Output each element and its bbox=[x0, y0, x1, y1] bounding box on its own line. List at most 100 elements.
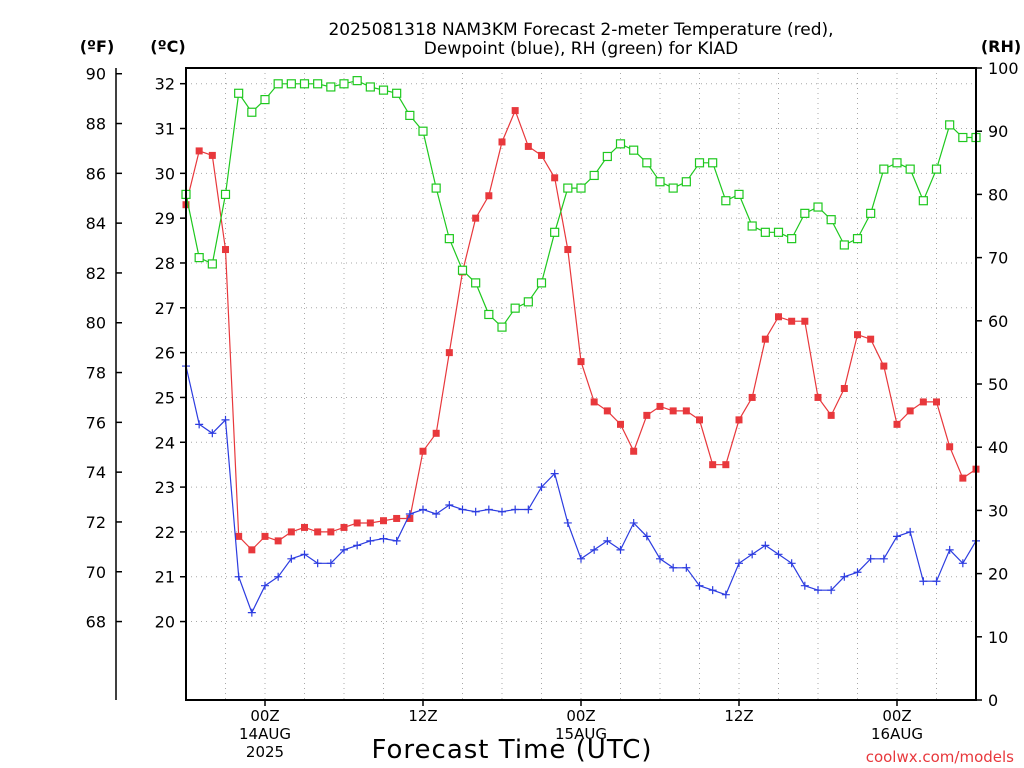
celsius-tick-label: 23 bbox=[155, 478, 175, 497]
rh-marker bbox=[905, 164, 915, 174]
rh-tick-label: 100 bbox=[988, 59, 1019, 78]
dewpoint-marker bbox=[800, 581, 809, 590]
fahrenheit-tick-label: 84 bbox=[86, 214, 106, 233]
credit-text: coolwx.com/models bbox=[866, 748, 1014, 766]
temperature-marker bbox=[748, 393, 756, 401]
temperature-marker bbox=[761, 335, 769, 343]
temperature-marker bbox=[498, 138, 506, 146]
temperature-marker bbox=[380, 517, 387, 525]
dewpoint-marker bbox=[695, 581, 704, 590]
rh-unit-label: (RH) bbox=[981, 37, 1021, 56]
rh-marker bbox=[313, 79, 323, 89]
temperature-marker bbox=[827, 411, 835, 419]
celsius-unit-label: (ºC) bbox=[150, 37, 185, 56]
temperature-marker bbox=[854, 331, 861, 339]
rh-marker bbox=[247, 107, 257, 117]
dewpoint-marker bbox=[498, 507, 506, 516]
rh-marker bbox=[892, 158, 902, 168]
temperature-marker bbox=[195, 147, 203, 155]
rh-marker bbox=[194, 253, 204, 263]
dewpoint-marker bbox=[708, 586, 717, 595]
celsius-tick-label: 32 bbox=[155, 75, 175, 94]
rh-marker bbox=[681, 177, 691, 187]
rh-marker bbox=[602, 151, 612, 162]
temperature-marker bbox=[643, 411, 651, 419]
time-tick-label: 2025 bbox=[246, 743, 284, 761]
rh-tick-label: 90 bbox=[988, 122, 1008, 141]
dewpoint-marker bbox=[629, 518, 638, 527]
dewpoint-marker bbox=[656, 554, 664, 563]
rh-marker bbox=[839, 240, 849, 250]
temperature-marker bbox=[919, 398, 927, 406]
temperature-marker bbox=[248, 546, 256, 554]
dewpoint-marker bbox=[405, 509, 414, 518]
dewpoint-marker bbox=[471, 507, 480, 516]
rh-ticks: 0 10 20 30 40 50 60 70 80 90 100 bbox=[976, 59, 1019, 710]
rh-marker bbox=[523, 297, 533, 307]
temperature-marker bbox=[472, 214, 480, 222]
rh-marker bbox=[431, 183, 441, 193]
temperature-marker bbox=[511, 107, 519, 115]
rh-tick-label: 0 bbox=[988, 691, 998, 710]
chart-title-line-2: Dewpoint (blue), RH (green) for KIAD bbox=[424, 39, 738, 59]
time-tick-label: 00Z bbox=[566, 707, 595, 725]
temperature-marker bbox=[577, 358, 585, 366]
rh-marker bbox=[365, 82, 375, 92]
rh-marker bbox=[220, 189, 231, 199]
temperature-marker bbox=[867, 335, 875, 343]
dewpoint-marker bbox=[603, 536, 612, 545]
rh-marker bbox=[629, 145, 639, 155]
temperature-marker bbox=[340, 523, 348, 531]
rh-marker bbox=[747, 221, 757, 231]
rh-marker bbox=[234, 88, 244, 98]
dewpoint-marker bbox=[563, 518, 572, 527]
dewpoint-marker bbox=[524, 505, 533, 514]
rh-tick-label: 30 bbox=[988, 501, 1008, 520]
dewpoint-marker bbox=[458, 505, 467, 514]
dewpoint-marker bbox=[787, 559, 796, 568]
temperature-marker bbox=[261, 532, 269, 540]
celsius-tick-label: 28 bbox=[155, 254, 175, 273]
celsius-tick-label: 29 bbox=[155, 209, 175, 228]
rh-marker bbox=[471, 278, 481, 288]
rh-tick-label: 10 bbox=[988, 628, 1008, 647]
plot-frame bbox=[185, 67, 977, 701]
rh-marker bbox=[655, 177, 665, 187]
rh-marker bbox=[589, 170, 599, 181]
rh-marker bbox=[945, 120, 955, 130]
temperature-marker bbox=[814, 393, 822, 401]
rh-tick-label: 70 bbox=[988, 249, 1008, 268]
dewpoint-marker bbox=[774, 550, 783, 559]
rh-tick-label: 80 bbox=[988, 185, 1008, 204]
temperature-marker bbox=[840, 384, 848, 392]
dewpoint-marker bbox=[577, 554, 585, 563]
fahrenheit-tick-label: 88 bbox=[86, 115, 106, 134]
dewpoint-marker bbox=[853, 568, 862, 577]
dewpoint-marker bbox=[827, 586, 836, 595]
rh-marker bbox=[787, 234, 797, 244]
dewpoint-marker bbox=[893, 532, 901, 541]
temperature-marker bbox=[551, 174, 559, 182]
rh-marker bbox=[852, 234, 863, 244]
fahrenheit-tick-label: 78 bbox=[86, 364, 106, 383]
fahrenheit-tick-label: 76 bbox=[86, 413, 106, 432]
temperature-marker bbox=[314, 528, 322, 536]
grid-layer bbox=[186, 68, 976, 700]
time-tick-label: 00Z bbox=[250, 707, 279, 725]
series-layer bbox=[181, 76, 981, 617]
temperature-marker bbox=[432, 429, 440, 437]
rh-marker bbox=[405, 110, 415, 121]
rh-marker bbox=[326, 82, 336, 92]
temperature-marker bbox=[419, 447, 427, 455]
rh-marker bbox=[273, 79, 283, 89]
rh-marker bbox=[866, 208, 876, 218]
temperature-marker bbox=[353, 519, 361, 527]
fahrenheit-tick-label: 68 bbox=[86, 613, 106, 632]
temperature-marker bbox=[393, 514, 401, 522]
fahrenheit-unit-label: (ºF) bbox=[80, 37, 115, 56]
celsius-tick-label: 22 bbox=[155, 523, 175, 542]
rh-marker bbox=[879, 164, 889, 174]
dewpoint-marker bbox=[906, 527, 915, 536]
dewpoint-marker bbox=[432, 509, 441, 518]
